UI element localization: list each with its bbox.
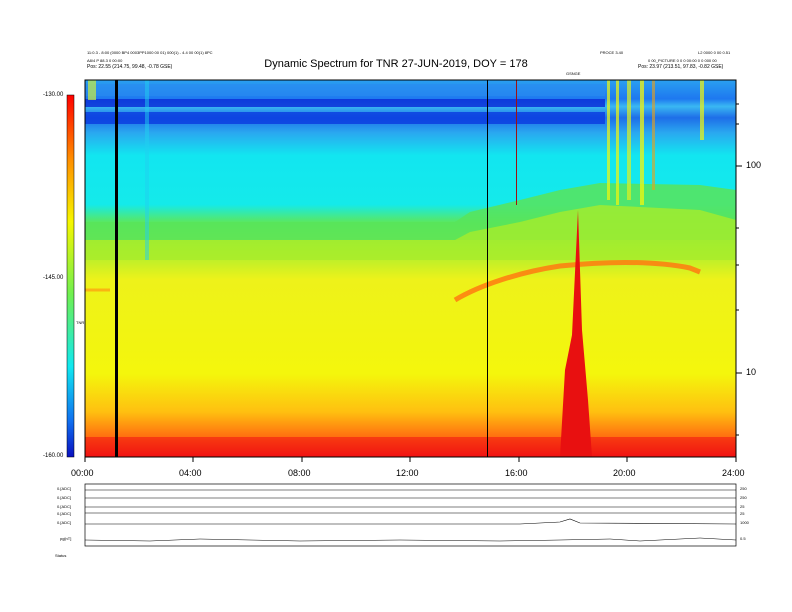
- bottom-right-label-5: 1000: [740, 520, 749, 525]
- marker-label: GSNGE: [566, 71, 581, 76]
- bottom-footer-label: Status: [55, 553, 67, 558]
- burst-stripe-5: [652, 80, 655, 190]
- bottom-row-label-1: 0.[ADC]: [57, 486, 72, 491]
- meta-right-4: Pos: 23.97 (213.51, 97.83, -0.82 GSE): [638, 64, 724, 70]
- xtick-label-16: 16:00: [505, 468, 528, 478]
- ytick-label-100: 100: [746, 160, 762, 170]
- bottom-right-label-4: 25: [740, 511, 745, 516]
- yellowgreen-region: [85, 205, 736, 260]
- red-burst: [560, 210, 592, 457]
- colorbar-label: TNR: [76, 320, 85, 325]
- meta-right-1: PROCE 3.40: [600, 50, 624, 55]
- spectrogram-background: [85, 80, 736, 457]
- bottom-row-label-6: pg[nT]: [60, 536, 72, 541]
- xtick-label-20: 20:00: [613, 468, 636, 478]
- bottom-right-label-3: 25: [740, 504, 745, 509]
- cb-tick-bottom: -160.00: [43, 453, 64, 459]
- meta-line-2: A8/4 P 88.3 0 00:00: [87, 58, 123, 63]
- xtick-label-0: 00:00: [71, 468, 94, 478]
- cb-tick-top: -130.00: [43, 92, 64, 98]
- burst-stripe-1: [607, 80, 610, 200]
- data-gap-line-2: [487, 80, 488, 457]
- bottom-right-label-6: 0.5: [740, 536, 746, 541]
- xtick-label-12: 12:00: [396, 468, 419, 478]
- bottom-right-label-2: 250: [740, 495, 747, 500]
- bottom-right-label-1: 250: [740, 486, 747, 491]
- band-blue-top: [85, 84, 605, 96]
- burst-stripe-6: [700, 80, 704, 140]
- xtick-label-8: 08:00: [288, 468, 311, 478]
- meta-line-3: Pos: 22.55 (214.75, 99.48, -0.78 GSE): [87, 64, 173, 70]
- orange-emission-band: [453, 260, 701, 303]
- band-dark-blue-1: [85, 99, 605, 107]
- burst-stripe-2: [616, 80, 619, 205]
- cb-tick-mid: -145.00: [43, 275, 64, 281]
- xtick-label-24: 24:00: [722, 468, 745, 478]
- colorbar: [66, 94, 75, 458]
- ytick-label-10: 10: [746, 367, 757, 377]
- bottom-row-label-4: 0.[ADC]: [57, 511, 72, 516]
- bottom-panel-frame: [84, 483, 737, 547]
- meta-right-3: 0 00_PICTURE 0 0 0 00:00 0 0 000 00: [648, 58, 717, 63]
- band-dark-blue-2: [85, 112, 605, 124]
- data-gap-line-3: [516, 80, 517, 205]
- burst-stripe-8: [145, 80, 149, 260]
- bottom-trace-6: [84, 537, 737, 542]
- meta-line-1: 11:0.3 - 8:00 (0000 BP4 0003PP1000 00 01…: [87, 50, 213, 55]
- red-low-strip: [85, 437, 736, 457]
- bottom-row-label-3: 0.[ADC]: [57, 504, 72, 509]
- bottom-row-label-5: 0.[ADC]: [57, 520, 72, 525]
- xtick-label-4: 04:00: [179, 468, 202, 478]
- burst-stripe-7: [88, 80, 96, 100]
- burst-stripe-4: [640, 80, 644, 205]
- bottom-row-label-2: 0.[ADC]: [57, 495, 72, 500]
- burst-stripe-3: [627, 80, 631, 200]
- meta-right-2: L2 0000 0 00 0.51: [698, 50, 731, 55]
- data-gap-line-1: [115, 80, 118, 457]
- bottom-trace-5: [85, 518, 737, 525]
- chart-title: Dynamic Spectrum for TNR 27-JUN-2019, DO…: [264, 58, 528, 70]
